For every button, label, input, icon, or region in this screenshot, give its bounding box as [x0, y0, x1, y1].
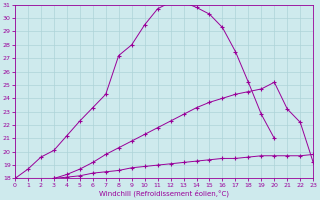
X-axis label: Windchill (Refroidissement éolien,°C): Windchill (Refroidissement éolien,°C) — [99, 190, 229, 197]
